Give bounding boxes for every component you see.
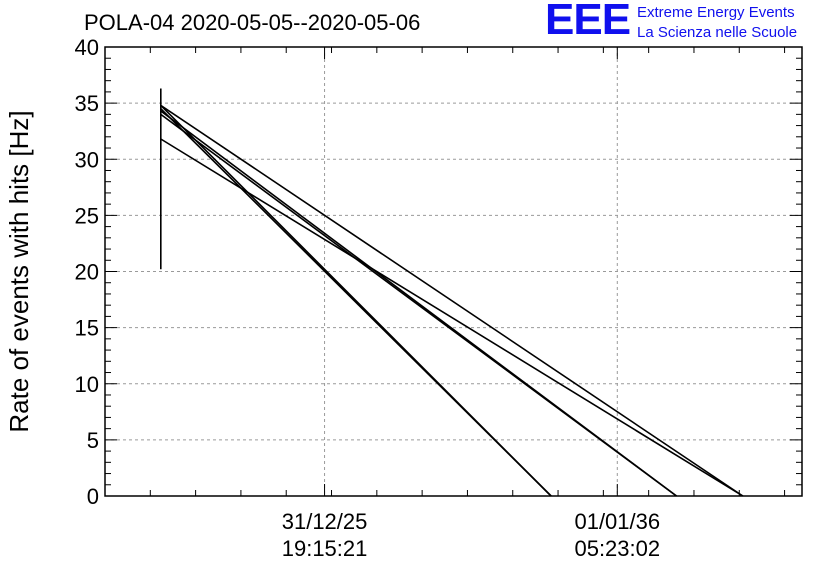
- y-tick-label: 30: [75, 147, 99, 172]
- series-line: [160, 138, 744, 497]
- x-tick-label-date: 01/01/36: [574, 509, 660, 534]
- y-tick-label: 40: [75, 35, 99, 60]
- y-tick-label: 20: [75, 260, 99, 285]
- logo-line-2: La Scienza nelle Scuole: [637, 24, 798, 41]
- x-tick-label-time: 19:15:21: [282, 536, 368, 561]
- series-line: [160, 113, 677, 497]
- series-line: [160, 104, 744, 497]
- series-line: [160, 108, 552, 497]
- chart-title: POLA-04 2020-05-05--2020-05-06: [84, 10, 421, 35]
- eee-logo-mark: EEE: [545, 0, 631, 44]
- y-tick-label: 10: [75, 372, 99, 397]
- x-tick-label-time: 05:23:02: [574, 536, 660, 561]
- y-tick-label: 0: [87, 484, 99, 509]
- logo-line-1: Extreme Energy Events: [637, 4, 795, 21]
- y-tick-label: 25: [75, 203, 99, 228]
- y-axis-label: Rate of events with hits [Hz]: [4, 110, 34, 432]
- y-tick-label: 35: [75, 91, 99, 116]
- x-tick-label-date: 31/12/25: [282, 509, 368, 534]
- y-tick-label: 15: [75, 316, 99, 341]
- y-tick-label: 5: [87, 428, 99, 453]
